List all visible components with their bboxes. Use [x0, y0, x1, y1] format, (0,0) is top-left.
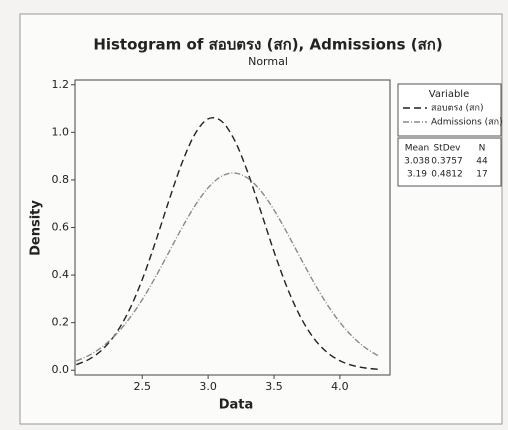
y-tick-label: 1.2	[52, 78, 70, 91]
legend-title: Variable	[429, 89, 470, 100]
stats-cell: 0.3757	[431, 157, 463, 167]
stats-box	[397, 137, 502, 187]
y-tick-label: 0.6	[52, 221, 70, 234]
chart-title: Histogram of สอบตรง (สก), Admissions (สก…	[93, 36, 442, 54]
y-tick-label: 0.2	[52, 316, 70, 329]
chart-subtitle: Normal	[248, 55, 288, 68]
stats-cell: 17	[476, 170, 487, 180]
stats-header: Mean	[405, 144, 430, 154]
y-tick-label: 0.4	[52, 268, 70, 281]
y-tick-label: 0.0	[52, 363, 70, 376]
density-curve	[76, 172, 380, 362]
stats-header: N	[479, 144, 486, 154]
x-tick-label: 3.0	[199, 380, 217, 393]
x-axis-label: Data	[219, 398, 254, 413]
y-tick-label: 1.0	[52, 125, 70, 138]
stats-cell: 44	[476, 157, 488, 167]
y-tick-label: 0.8	[52, 173, 70, 186]
stats-cell: 0.4812	[431, 170, 463, 180]
legend-label: สอบตรง (สก)	[431, 104, 484, 114]
stats-cell: 3.19	[407, 170, 427, 180]
graph-frame	[19, 13, 503, 425]
stats-cell: 3.038	[404, 157, 430, 167]
x-tick-label: 4.0	[331, 380, 349, 393]
stats-header: StDev	[433, 144, 461, 154]
x-tick-label: 3.5	[265, 380, 283, 393]
legend-box	[397, 83, 502, 137]
legend-label: Admissions (สก)	[431, 118, 503, 128]
x-tick-label: 2.5	[133, 380, 151, 393]
y-axis-label: Density	[29, 200, 44, 256]
density-curve	[76, 116, 380, 371]
